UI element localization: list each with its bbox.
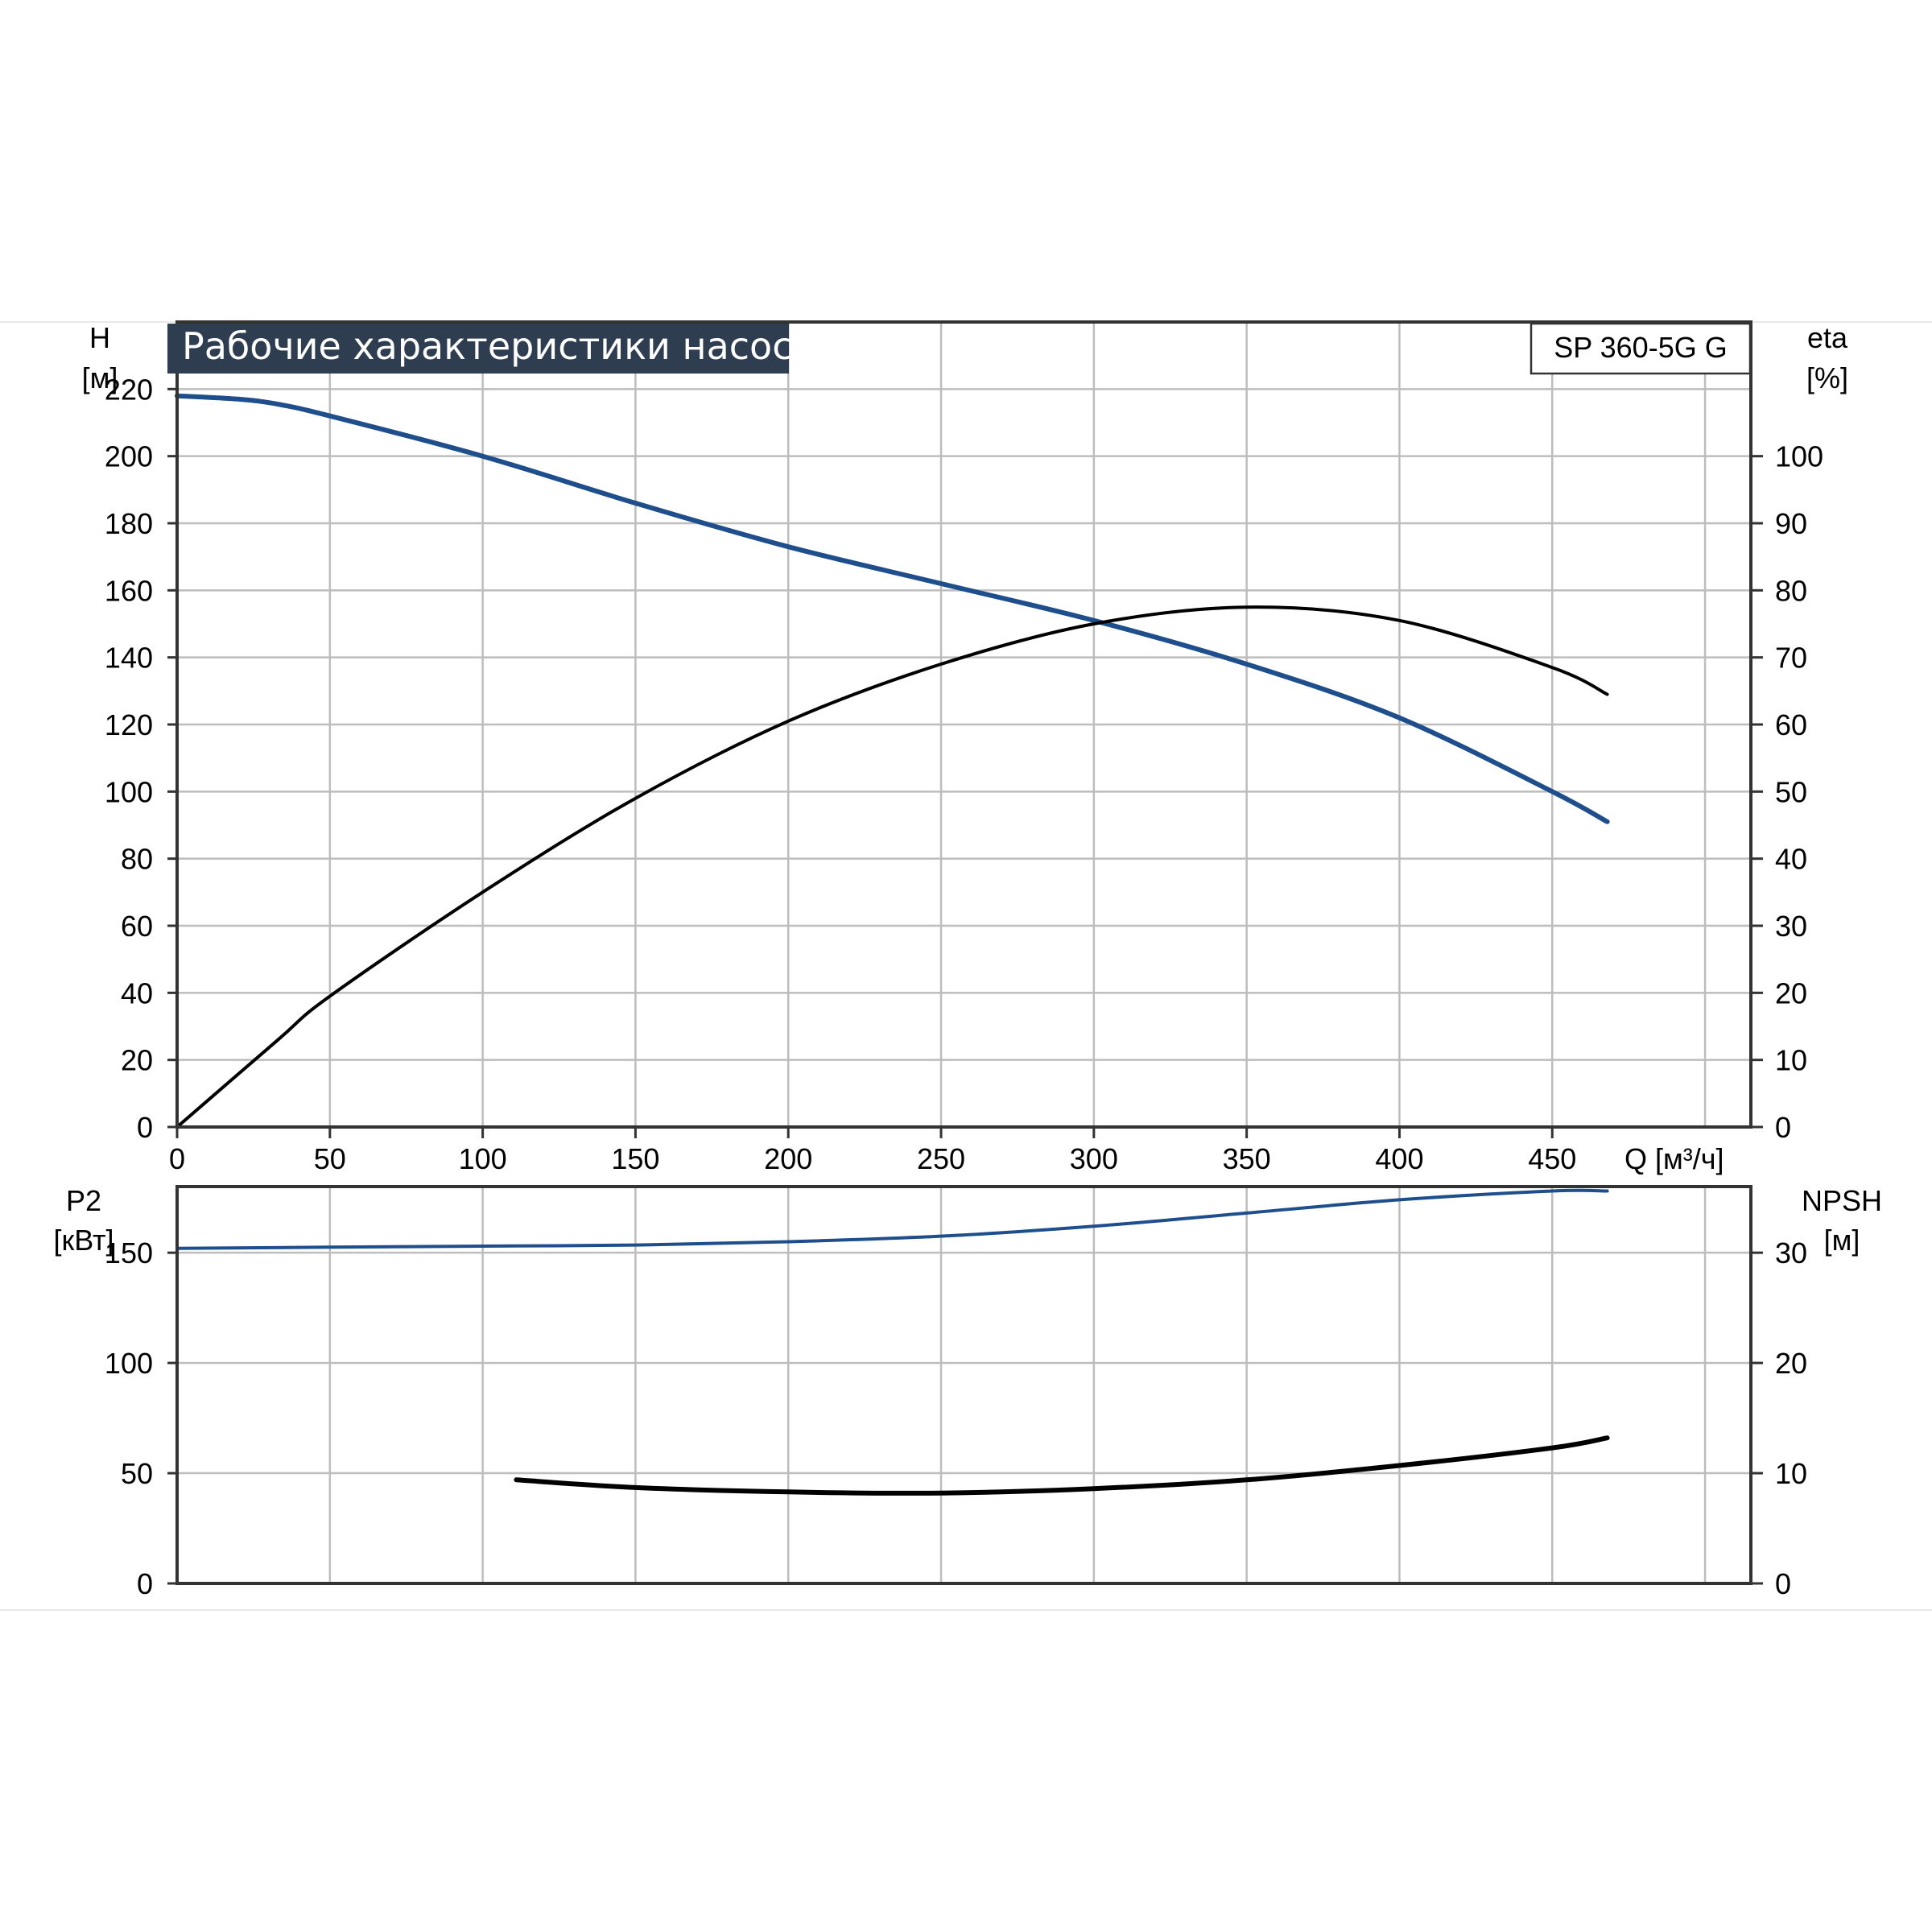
npsh-tick-label: 10 [1775,1457,1807,1490]
eta-axis-unit: [%] [1806,361,1848,394]
power-p2-curve [175,1188,1609,1250]
h-tick-label: 160 [105,574,153,607]
h-tick-label: 60 [121,910,153,943]
x-tick-label: 0 [169,1142,185,1175]
npsh-tick-label: 0 [1775,1567,1791,1600]
power-npsh-frame [175,1185,1752,1585]
model-label-box [1530,322,1752,375]
eta-axis-label: eta [1807,321,1848,354]
h-tick-label: 40 [121,976,153,1009]
power-npsh-grid [177,1187,1751,1583]
chart-title: Рабочие характеристики насоса [182,324,815,368]
performance-frame [175,320,1752,1129]
eta-tick-label: 90 [1775,507,1807,540]
p2-tick-label: 0 [137,1567,153,1600]
npsh-tick-label: 30 [1775,1236,1807,1269]
eta-tick-label: 70 [1775,642,1807,675]
h-tick-label: 0 [137,1111,153,1144]
head-curve [175,393,1610,824]
eta-tick-label: 40 [1775,843,1807,876]
x-tick-label: 50 [314,1142,346,1175]
p2-tick-label: 50 [121,1457,153,1490]
eta-tick-label: 50 [1775,775,1807,808]
p2-axis-unit: [кВт] [53,1224,114,1257]
eta-tick-label: 60 [1775,708,1807,741]
h-tick-label: 220 [105,373,153,406]
eta-tick-label: 100 [1775,440,1823,473]
h-tick-label: 200 [105,440,153,473]
p2-tick-label: 100 [105,1347,153,1380]
h-axis-label: H [89,321,110,354]
p2-tick-label: 150 [105,1236,153,1269]
npsh-curve [514,1435,1610,1496]
npsh-axis-label: NPSH [1802,1184,1882,1217]
q-axis-label: Q [м³/ч] [1624,1142,1724,1175]
h-axis-unit: [м] [82,361,118,394]
x-tick-label: 250 [917,1142,965,1175]
model-label: SP 360-5G G [1554,331,1727,364]
h-tick-label: 100 [105,775,153,808]
p2-axis-label: P2 [66,1184,101,1217]
h-tick-label: 120 [105,708,153,741]
x-tick-label: 400 [1375,1142,1423,1175]
tick-labels: 0 50 100 150 200 250 300 350 400 4500204060801001… [105,373,1823,1600]
h-tick-label: 80 [121,843,153,876]
eta-tick-label: 20 [1775,976,1807,1009]
eta-tick-label: 0 [1775,1111,1791,1144]
eta-tick-label: 80 [1775,574,1807,607]
h-tick-label: 180 [105,507,153,540]
x-tick-label: 300 [1070,1142,1118,1175]
eta-tick-label: 10 [1775,1044,1807,1077]
title-banner [167,324,789,374]
x-tick-label: 200 [764,1142,812,1175]
performance-curves [175,393,1610,1129]
x-tick-label: 100 [459,1142,507,1175]
power-npsh-curves [175,1188,1610,1496]
x-tick-label: 150 [611,1142,659,1175]
npsh-tick-label: 20 [1775,1347,1807,1380]
x-tick-label: 350 [1223,1142,1271,1175]
h-tick-label: 20 [121,1044,153,1077]
npsh-axis-unit: [м] [1824,1224,1860,1257]
performance-grid [177,322,1751,1127]
efficiency-curve [175,605,1609,1129]
h-tick-label: 140 [105,642,153,675]
eta-tick-label: 30 [1775,910,1807,943]
x-tick-label: 450 [1528,1142,1576,1175]
